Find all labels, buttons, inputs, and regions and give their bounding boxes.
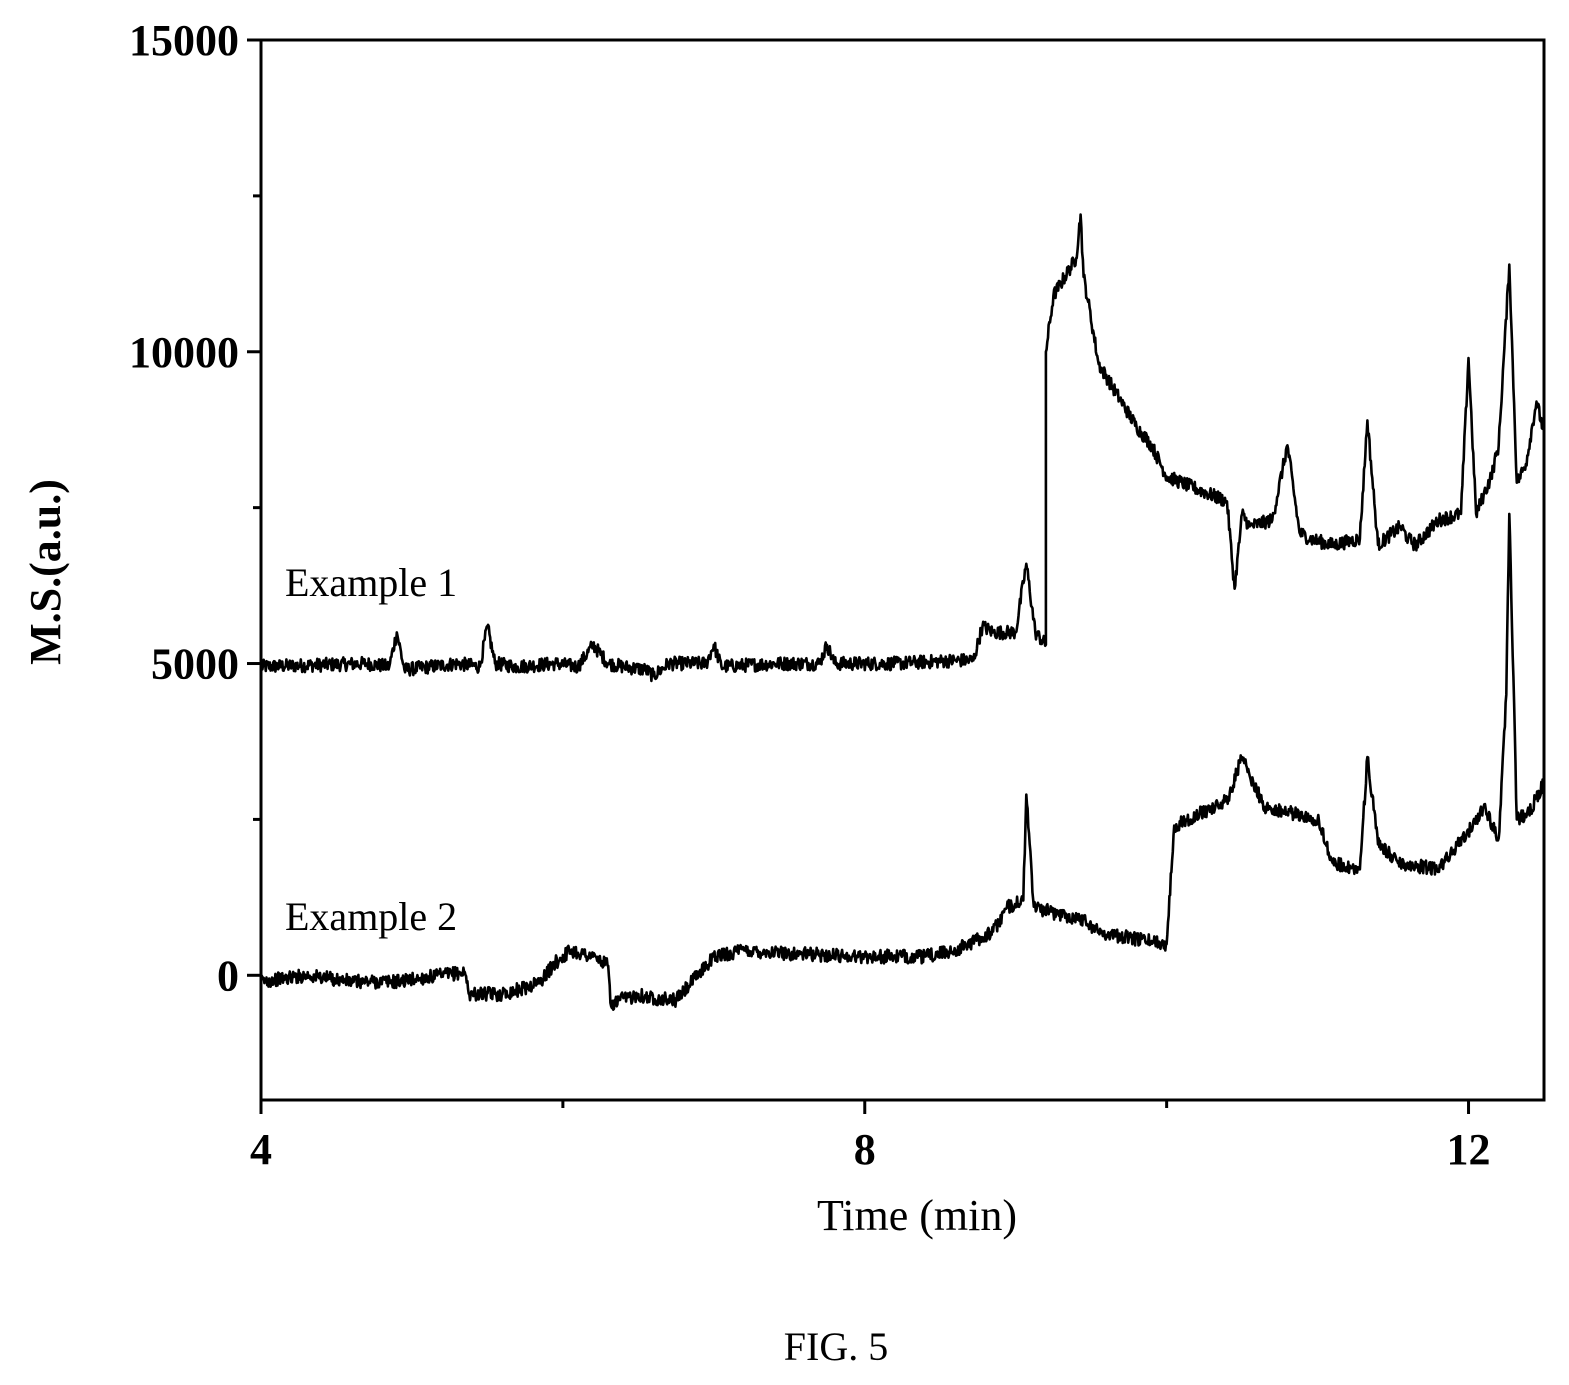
series-label-example-1: Example 1 xyxy=(285,560,457,605)
x-tick-label: 4 xyxy=(250,1125,272,1174)
y-axis-title: M.S.(a.u.) xyxy=(21,479,70,665)
y-tick-label: 10000 xyxy=(129,328,239,377)
series-line-example-1 xyxy=(259,213,1546,683)
y-tick-label: 5000 xyxy=(151,640,239,689)
x-axis-title: Time (min) xyxy=(817,1191,1017,1240)
y-tick-label: 15000 xyxy=(129,16,239,65)
y-tick-label: 0 xyxy=(217,951,239,1000)
plot-frame xyxy=(259,38,1546,1102)
series-line-example-2 xyxy=(259,512,1546,1012)
figure-caption: FIG. 5 xyxy=(784,1324,888,1369)
x-tick-label: 8 xyxy=(854,1125,876,1174)
x-tick-label: 12 xyxy=(1447,1125,1491,1174)
series-label-example-2: Example 2 xyxy=(285,894,457,939)
